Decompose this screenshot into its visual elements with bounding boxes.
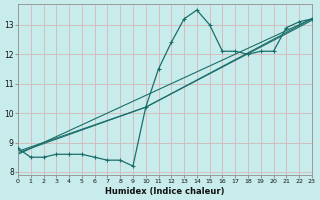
X-axis label: Humidex (Indice chaleur): Humidex (Indice chaleur) bbox=[105, 187, 225, 196]
